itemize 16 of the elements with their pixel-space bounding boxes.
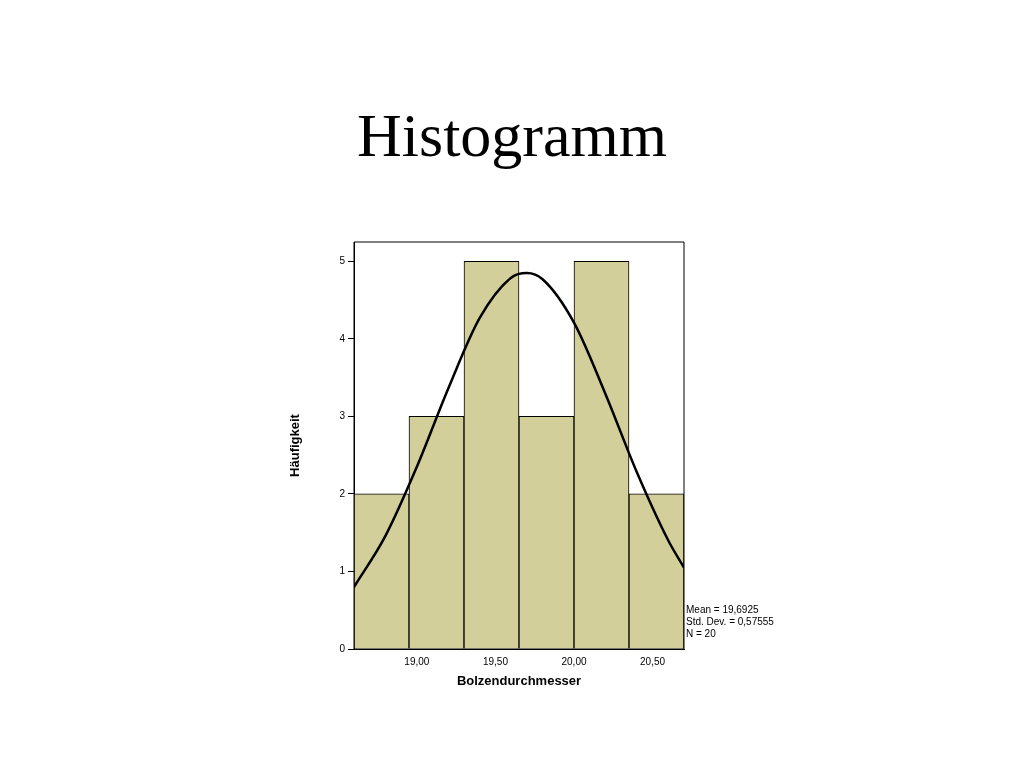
- y-axis-title: Häufigkeit: [287, 413, 303, 477]
- text: N = 20: [686, 627, 717, 639]
- x-axis-title: Bolzendurchmesser: [456, 672, 582, 688]
- y-tick-label: 1: [339, 565, 346, 577]
- y-tick-label: 2: [339, 487, 346, 499]
- y-tick-label: 5: [339, 255, 346, 267]
- x-tick-label: 20,50: [640, 655, 666, 667]
- chart-title: Histogramm: [356, 100, 668, 170]
- x-tick-label: 19,00: [404, 655, 430, 667]
- text: Mean = 19,6925: [686, 603, 759, 615]
- x-tick-label: 19,50: [482, 655, 509, 667]
- y-tick-label: 4: [339, 332, 346, 344]
- text: Std. Dev. = 0,57555: [686, 615, 775, 627]
- y-tick-label: 3: [339, 410, 346, 422]
- x-tick-label: 20,00: [561, 655, 587, 667]
- y-tick-label: 0: [339, 642, 346, 654]
